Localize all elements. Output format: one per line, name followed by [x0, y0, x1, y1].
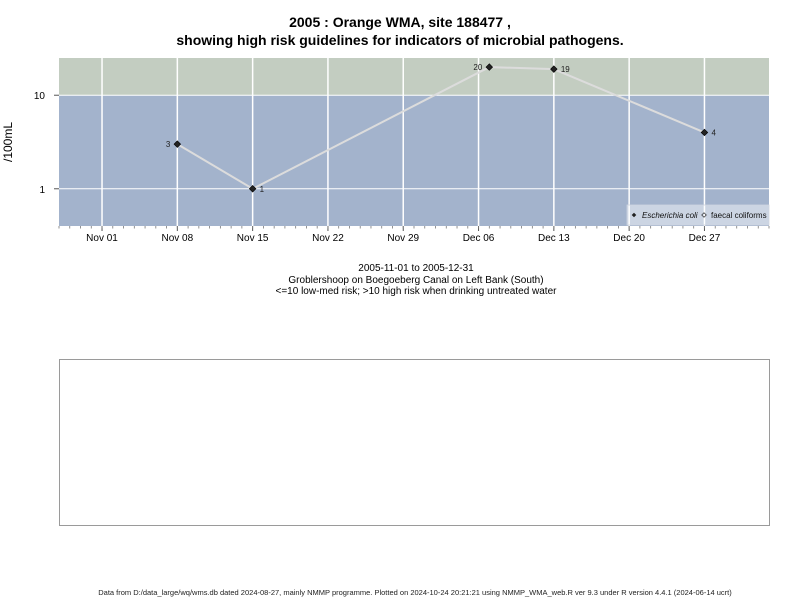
legend-key-faecal-coliforms — [701, 212, 707, 218]
x-tick-label: Nov 01 — [86, 233, 118, 244]
chart-title-line-1: 2005 : Orange WMA, site 188477 , — [289, 14, 511, 30]
risk-caption: <=10 low-med risk; >10 high risk when dr… — [275, 286, 557, 297]
legend-box — [626, 204, 770, 226]
x-tick-label: Nov 29 — [387, 233, 419, 244]
legend-key-e-coli — [631, 212, 637, 218]
empty-chart-panel — [59, 359, 770, 526]
legend-label-faecal-coliforms: faecal coliforms — [711, 211, 767, 220]
x-tick-label: Nov 15 — [237, 233, 269, 244]
data-label: 1 — [260, 185, 265, 194]
x-tick-label: Dec 13 — [538, 233, 570, 244]
chart-legend: Escherichia coli faecal coliforms — [626, 204, 770, 226]
data-label: 19 — [561, 65, 570, 74]
data-point — [485, 63, 494, 71]
y-axis-label: /100mL — [1, 122, 15, 162]
y-tick-label: 10 — [34, 91, 46, 102]
x-tick-label: Dec 27 — [689, 233, 721, 244]
chart-title-line-2: showing high risk guidelines for indicat… — [176, 32, 624, 48]
date-range-caption: 2005-11-01 to 2005-12-31 — [358, 263, 474, 274]
x-tick-label: Nov 08 — [161, 233, 193, 244]
data-point — [550, 65, 558, 73]
x-tick-label: Dec 06 — [463, 233, 495, 244]
data-point — [700, 128, 709, 137]
y-tick-label: 1 — [39, 185, 45, 196]
data-source-footer: Data from D:/data_large/wq/wms.db dated … — [98, 588, 732, 597]
data-point — [248, 185, 257, 193]
x-tick-label: Nov 22 — [312, 233, 344, 244]
legend-label-e-coli: Escherichia coli — [642, 211, 698, 220]
microbial-chart: Nov 01 Nov 08 Nov 15 Nov 22 Nov 29 Dec 06 Dec … — [1, 58, 770, 244]
location-caption: Groblershoop on Boegoeberg Canal on Left… — [288, 275, 544, 286]
data-label: 20 — [473, 63, 482, 72]
data-label: 3 — [166, 140, 171, 149]
data-label: 4 — [711, 128, 716, 137]
high-risk-band — [59, 58, 769, 96]
data-point — [173, 140, 182, 148]
x-tick-label: Dec 20 — [613, 233, 645, 244]
